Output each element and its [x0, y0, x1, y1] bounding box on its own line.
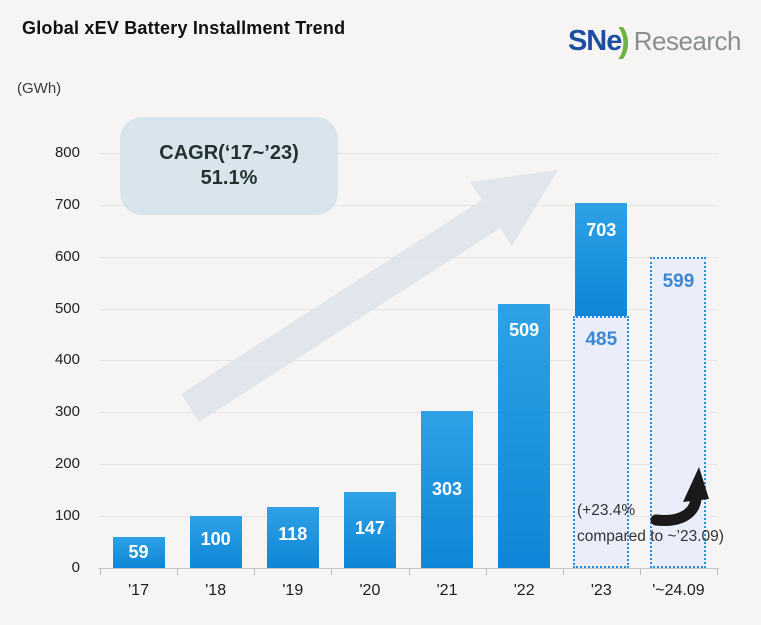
- chart-title: Global xEV Battery Installment Trend: [22, 18, 346, 38]
- x-axis-category-label: '22: [513, 582, 535, 599]
- cagr-callout-box: CAGR(‘17~’23) 51.1%: [120, 117, 338, 215]
- y-axis-tick-label: 100: [54, 507, 80, 525]
- x-axis-tick: [177, 568, 179, 575]
- y-axis-tick-label: 700: [54, 195, 80, 213]
- y-axis-tick-label: 600: [54, 247, 80, 265]
- cagr-range-label: CAGR(‘17~’23): [159, 142, 299, 164]
- comparison-note: (+23.4% compared to ~’23.09): [577, 498, 724, 550]
- x-axis-category-label: '21: [436, 582, 458, 599]
- bar-estimate-segment-'23: [573, 316, 630, 568]
- bar-'18: [189, 516, 242, 568]
- x-axis-category-label: '20: [359, 582, 381, 599]
- bar-value-label: 599: [662, 271, 695, 293]
- gridline-200: [100, 464, 717, 466]
- x-axis-tick: [639, 568, 641, 575]
- x-axis-category-label: '23: [590, 582, 612, 599]
- note-line2: compared to ~’23.09): [577, 528, 724, 545]
- x-axis-tick: [254, 568, 256, 575]
- y-axis-tick-label: 800: [54, 143, 80, 161]
- x-axis-tick: [100, 568, 101, 575]
- x-axis-tick: [408, 568, 410, 575]
- y-axis-tick-label: 300: [54, 403, 80, 421]
- bar-value-label: 703: [586, 220, 617, 241]
- x-axis-category-label: '18: [205, 582, 227, 599]
- cagr-value-label: 51.1%: [200, 167, 258, 189]
- bar-'23: [575, 203, 628, 317]
- sne-research-logo: SN e) Research: [567, 20, 742, 60]
- bar-overlay-value-label: 485: [585, 329, 618, 351]
- x-axis-tick: [717, 568, 718, 575]
- y-axis-tick-label: 0: [71, 559, 80, 576]
- x-axis-category-label: '19: [282, 582, 304, 599]
- x-axis-tick: [331, 568, 333, 575]
- bar-'17: [112, 537, 165, 568]
- logo-green-arc-icon: ): [618, 22, 630, 60]
- logo-research-text: Research: [633, 26, 742, 56]
- bar-'19: [266, 506, 319, 568]
- logo-sn-text: SN: [567, 25, 607, 57]
- gridline-100: [100, 516, 717, 518]
- bar-'21: [421, 410, 474, 568]
- note-line1: (+23.4%: [577, 502, 636, 519]
- bar-value-label: 303: [432, 478, 463, 499]
- bar-value-label: 59: [128, 542, 149, 563]
- y-axis-tick-label: 500: [54, 299, 80, 317]
- logo-e-text: e: [606, 25, 622, 57]
- x-axis-category-label: '~24.09: [652, 582, 705, 599]
- gridline-800: [100, 152, 717, 154]
- x-axis-tick: [562, 568, 564, 575]
- x-axis-tick: [485, 568, 487, 575]
- bar-'22: [498, 303, 551, 568]
- y-axis-tick-label: 400: [54, 351, 80, 369]
- bar-value-label: 147: [354, 517, 385, 538]
- x-axis-category-label: '17: [128, 582, 149, 599]
- bar-'20: [343, 491, 396, 568]
- y-axis-tick-label: 200: [54, 455, 80, 473]
- bar-value-label: 100: [200, 529, 231, 550]
- y-axis-unit-label: (GWh): [17, 80, 62, 97]
- bar-value-label: 118: [278, 523, 308, 544]
